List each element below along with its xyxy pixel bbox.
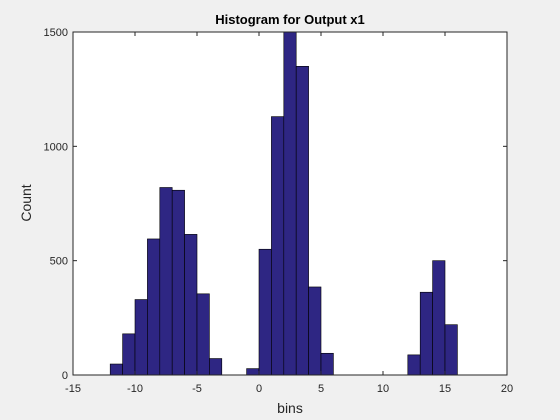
x-tick-label: 0 — [256, 383, 262, 395]
histogram-bar — [123, 334, 135, 375]
histogram-bar — [209, 359, 221, 375]
x-tick-label: -15 — [65, 383, 81, 395]
histogram-bar — [247, 369, 259, 375]
histogram-bar — [420, 292, 432, 375]
x-tick-label: 20 — [501, 383, 513, 395]
histogram-bar — [110, 364, 122, 375]
histogram-bar — [135, 300, 147, 375]
histogram-bar — [259, 249, 271, 375]
histogram-bar — [147, 239, 159, 375]
x-tick-label: 10 — [377, 383, 389, 395]
histogram-bar — [321, 353, 333, 375]
x-tick-label: 15 — [439, 383, 451, 395]
histogram-bar — [445, 325, 457, 375]
histogram-bar — [284, 32, 296, 375]
x-axis-label: bins — [277, 400, 303, 416]
histogram-bar — [271, 117, 283, 375]
x-tick-label: -10 — [127, 383, 143, 395]
y-tick-label: 0 — [62, 370, 68, 382]
histogram-bar — [197, 294, 209, 375]
x-tick-label: -5 — [192, 383, 202, 395]
histogram-bar — [408, 355, 420, 375]
histogram-bar — [172, 190, 184, 375]
y-tick-label: 500 — [50, 256, 68, 268]
histogram-bar — [309, 287, 321, 375]
histogram-bar — [296, 66, 308, 375]
y-axis-label: Count — [18, 184, 34, 221]
y-tick-label: 1500 — [44, 27, 68, 39]
y-tick-label: 1000 — [44, 141, 68, 153]
histogram-bar — [185, 234, 197, 375]
histogram-bar — [160, 187, 172, 375]
chart-title: Histogram for Output x1 — [215, 12, 365, 27]
histogram-bar — [433, 261, 445, 375]
x-tick-label: 5 — [318, 383, 324, 395]
